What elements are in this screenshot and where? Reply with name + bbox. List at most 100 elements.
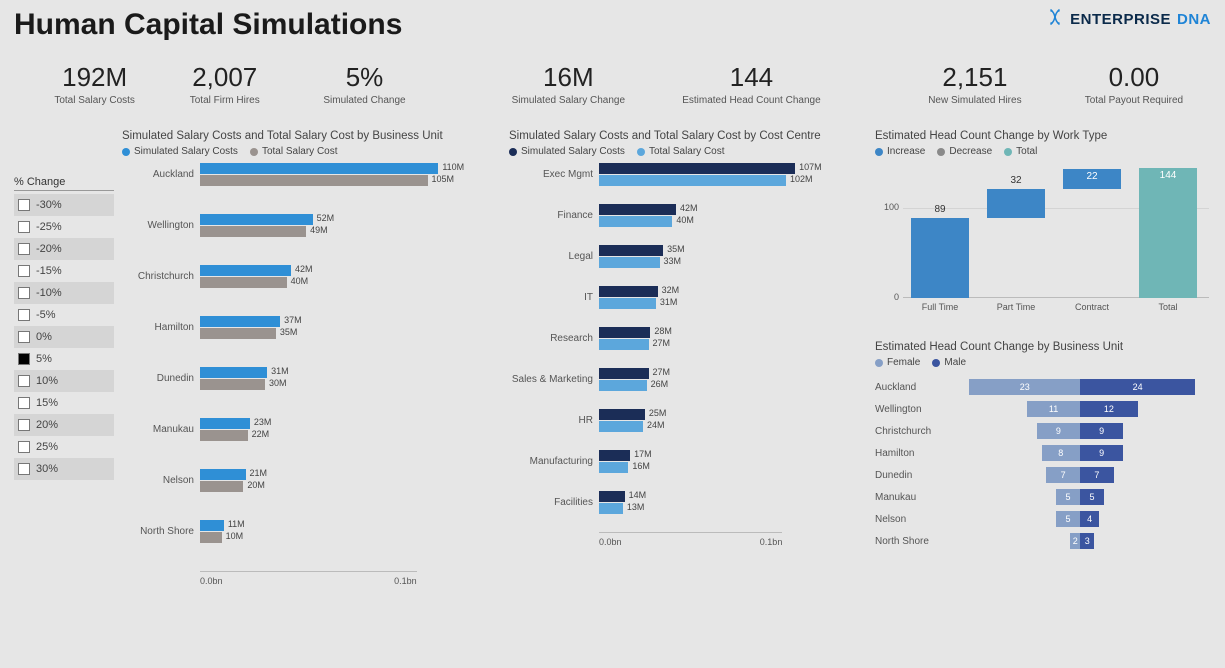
hbar-category-label: Sales & Marketing — [509, 374, 599, 385]
bar-total: 49M — [200, 226, 306, 237]
bar-value-label: 27M — [653, 338, 671, 348]
slicer-item[interactable]: -5% — [14, 304, 114, 326]
hbar-bars: 35M33M — [599, 245, 819, 268]
bar-female: 8 — [1042, 445, 1080, 461]
waterfall-bar-value: 144 — [1139, 170, 1197, 181]
legend-dot-icon — [875, 359, 883, 367]
col-right: Estimated Head Count Change by Work Type… — [869, 130, 1209, 660]
slicer-item[interactable]: -20% — [14, 238, 114, 260]
bar-simulated: 25M — [599, 409, 645, 420]
bar-value-label: 13M — [627, 502, 645, 512]
hbar-bars: 107M102M — [599, 163, 819, 186]
waterfall-plot: 010089Full Time32Part Time22Contract144T… — [903, 163, 1209, 298]
checkbox-icon — [18, 419, 30, 431]
bar-female: 2 — [1070, 533, 1080, 549]
tornado-category-label: Dunedin — [875, 470, 951, 481]
slicer-item-label: -5% — [36, 309, 56, 321]
slicer-item[interactable]: 15% — [14, 392, 114, 414]
hbar-category-label: Finance — [509, 210, 599, 221]
legend-label: Male — [944, 357, 966, 368]
slicer-item-label: 30% — [36, 463, 58, 475]
bar-value-label: 21M — [250, 468, 268, 478]
hbar-row: Dunedin31M30M — [122, 367, 509, 390]
hbar-row: HR25M24M — [509, 409, 869, 432]
tornado-row: Wellington1112 — [875, 398, 1209, 420]
bar-total: 13M — [599, 503, 623, 514]
checkbox-icon — [18, 221, 30, 233]
slicer-item[interactable]: -10% — [14, 282, 114, 304]
legend-dot-icon — [250, 148, 258, 156]
bar-value-label: 22M — [252, 429, 270, 439]
bar-value-label: 23M — [254, 417, 272, 427]
legend-item: Female — [875, 357, 920, 368]
hbar-bars: 31M30M — [200, 367, 460, 390]
slicer-item[interactable]: 5% — [14, 348, 114, 370]
kpi-value: 192M — [32, 62, 157, 93]
tornado-row: Christchurch99 — [875, 420, 1209, 442]
legend-item: Simulated Salary Costs — [122, 146, 238, 157]
bar-simulated: 42M — [599, 204, 676, 215]
bar-male: 5 — [1080, 489, 1104, 505]
bar-simulated: 42M — [200, 265, 291, 276]
bar-total: 20M — [200, 481, 243, 492]
kpi-label: Simulated Change — [292, 95, 437, 106]
bar-female: 5 — [1056, 511, 1080, 527]
tornado-row: Auckland2324 — [875, 376, 1209, 398]
chart-tornado-title: Estimated Head Count Change by Business … — [875, 341, 1209, 353]
dashboard-page: Human Capital Simulations ENTERPRISE DNA… — [0, 0, 1225, 668]
bar-value-label: 24M — [647, 420, 665, 430]
hbar-row: Finance42M40M — [509, 204, 869, 227]
hbar-row: Auckland110M105M — [122, 163, 509, 186]
slicer-item[interactable]: -15% — [14, 260, 114, 282]
bar-value-label: 35M — [667, 244, 685, 254]
slicer-item-label: -10% — [36, 287, 62, 299]
legend-item: Total — [1004, 146, 1037, 157]
slicer-item-label: 5% — [36, 353, 52, 365]
kpi-card: 16MSimulated Salary Change — [477, 62, 660, 130]
slicer-item[interactable]: 0% — [14, 326, 114, 348]
bar-total: 102M — [599, 175, 786, 186]
slicer-item[interactable]: -30% — [14, 194, 114, 216]
kpi-row: 192MTotal Salary Costs2,007Total Firm Hi… — [14, 62, 1211, 130]
kpi-card: 2,151New Simulated Hires — [893, 62, 1057, 130]
chart-cc-legend: Simulated Salary CostsTotal Salary Cost — [509, 146, 869, 157]
col-cost-centre: Simulated Salary Costs and Total Salary … — [509, 130, 869, 660]
bar-simulated: 23M — [200, 418, 250, 429]
checkbox-icon — [18, 287, 30, 299]
bar-simulated: 28M — [599, 327, 650, 338]
tornado-row: Nelson54 — [875, 508, 1209, 530]
bar-value-label: 42M — [680, 203, 698, 213]
bar-simulated: 17M — [599, 450, 630, 461]
bar-simulated: 52M — [200, 214, 313, 225]
kpi-card: 192MTotal Salary Costs — [32, 62, 157, 130]
checkbox-icon — [18, 309, 30, 321]
tornado-bars: 1112 — [951, 400, 1209, 418]
bar-value-label: 52M — [317, 213, 335, 223]
slicer-item[interactable]: 25% — [14, 436, 114, 458]
bar-total: 24M — [599, 421, 643, 432]
checkbox-icon — [18, 353, 30, 365]
bar-value-label: 32M — [662, 285, 680, 295]
hbar-row: Wellington52M49M — [122, 214, 509, 237]
bar-value-label: 33M — [664, 256, 682, 266]
slicer-item[interactable]: 20% — [14, 414, 114, 436]
legend-dot-icon — [509, 148, 517, 156]
bar-simulated: 35M — [599, 245, 663, 256]
bar-simulated: 27M — [599, 368, 649, 379]
bar-value-label: 17M — [634, 449, 652, 459]
bar-value-label: 49M — [310, 225, 328, 235]
bar-value-label: 26M — [651, 379, 669, 389]
tornado-bars: 99 — [951, 422, 1209, 440]
bar-female: 7 — [1046, 467, 1080, 483]
slicer-item[interactable]: 10% — [14, 370, 114, 392]
bar-value-label: 30M — [269, 378, 287, 388]
waterfall-x-label: Total — [1139, 302, 1197, 312]
tornado-bars: 23 — [951, 532, 1209, 550]
chart-bu-legend: Simulated Salary CostsTotal Salary Cost — [122, 146, 509, 157]
slicer-item[interactable]: 30% — [14, 458, 114, 480]
bar-male: 3 — [1080, 533, 1094, 549]
checkbox-icon — [18, 331, 30, 343]
hbar-bars: 23M22M — [200, 418, 460, 441]
slicer-item[interactable]: -25% — [14, 216, 114, 238]
hbar-bars: 52M49M — [200, 214, 460, 237]
